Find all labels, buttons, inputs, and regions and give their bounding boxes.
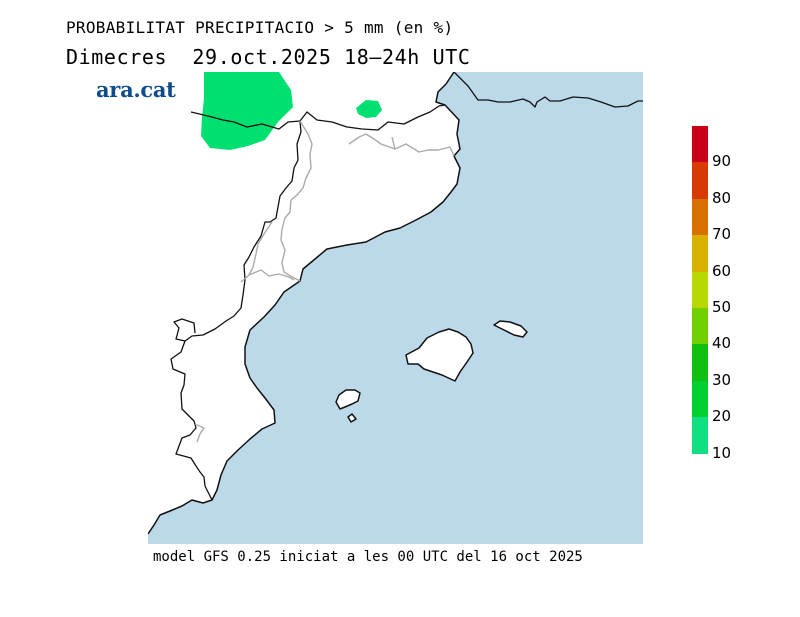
land-area — [148, 72, 460, 534]
provincial-border — [194, 120, 455, 443]
precip-patch — [356, 100, 382, 118]
international-border — [190, 72, 643, 131]
legend-label: 30 — [712, 370, 732, 389]
legend-swatch — [692, 344, 708, 382]
map-subtitle: Dimecres 29.oct.2025 18—24h UTC — [66, 45, 471, 69]
legend-label: 50 — [712, 298, 732, 316]
legend-label: 40 — [712, 334, 732, 353]
legend-swatch — [692, 162, 708, 200]
legend-label: 90 — [712, 152, 732, 171]
map-panel — [148, 72, 643, 544]
regional-border — [170, 120, 302, 501]
model-info: model GFS 0.25 iniciat a les 00 UTC del … — [153, 549, 583, 565]
map-title: PROBABILITAT PRECIPITACIO > 5 mm (en %) — [66, 18, 454, 37]
legend-label: 70 — [712, 225, 732, 244]
legend-colorbar — [692, 126, 708, 455]
legend-swatch — [692, 417, 708, 455]
formentera-island — [347, 413, 357, 423]
coastline — [148, 72, 461, 535]
mallorca-island — [405, 328, 474, 382]
legend-swatch — [692, 271, 708, 309]
legend-label: 20 — [712, 407, 732, 426]
legend-swatch — [692, 380, 708, 418]
map-canvas — [148, 72, 643, 544]
precip-area — [201, 72, 293, 150]
legend-swatch — [692, 126, 708, 163]
legend-label: 10 — [712, 443, 732, 462]
legend-label: 80 — [712, 188, 732, 207]
legend-label: 60 — [712, 261, 732, 280]
menorca-island — [493, 320, 528, 338]
ara-cat-logo: ara.cat — [96, 77, 176, 102]
legend-swatch — [692, 198, 708, 236]
eivissa-island — [335, 389, 361, 410]
legend-swatch — [692, 235, 708, 273]
legend-swatch — [692, 308, 708, 345]
